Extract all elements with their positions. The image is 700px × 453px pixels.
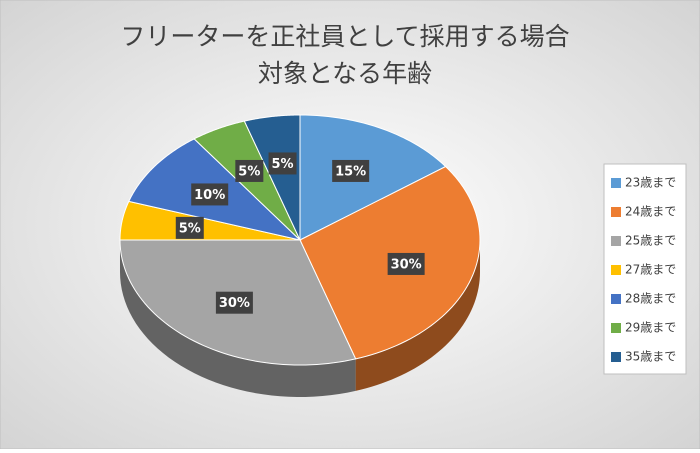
legend-label: 23歳まで [625, 176, 676, 190]
legend-swatch [611, 265, 621, 275]
legend-swatch [611, 236, 621, 246]
slice [299, 114, 447, 241]
data-label-box [175, 216, 204, 239]
legend-label: 24歳まで [625, 205, 676, 219]
data-label: 30% [391, 257, 422, 272]
data-label-box [235, 159, 264, 182]
chart-title: 対象となる年齢 [258, 59, 432, 88]
data-label-box [268, 152, 297, 175]
chart-title: フリーターを正社員として採用する場合 [120, 22, 569, 51]
data-label: 5% [272, 157, 294, 172]
data-label: 10% [194, 188, 225, 203]
data-label-box [332, 159, 370, 182]
data-label: 30% [219, 296, 250, 311]
legend-label: 28歳まで [625, 292, 676, 306]
legend-swatch [611, 294, 621, 304]
data-label-box [215, 291, 253, 314]
data-label-box [387, 252, 425, 275]
legend-label: 29歳まで [625, 321, 676, 335]
legend-swatch [611, 207, 621, 217]
legend-label: 35歳まで [625, 350, 676, 364]
data-label: 5% [179, 221, 201, 236]
legend-swatch [611, 323, 621, 333]
slice-side [355, 240, 480, 391]
legend-label: 27歳まで [625, 263, 676, 277]
legend-swatch [611, 352, 621, 362]
slice [243, 114, 301, 241]
data-label: 5% [238, 164, 260, 179]
slice-side [120, 240, 356, 397]
legend-swatch [611, 178, 621, 188]
legend-label: 25歳まで [625, 234, 676, 248]
data-label-box [191, 183, 229, 206]
data-label: 15% [335, 164, 366, 179]
